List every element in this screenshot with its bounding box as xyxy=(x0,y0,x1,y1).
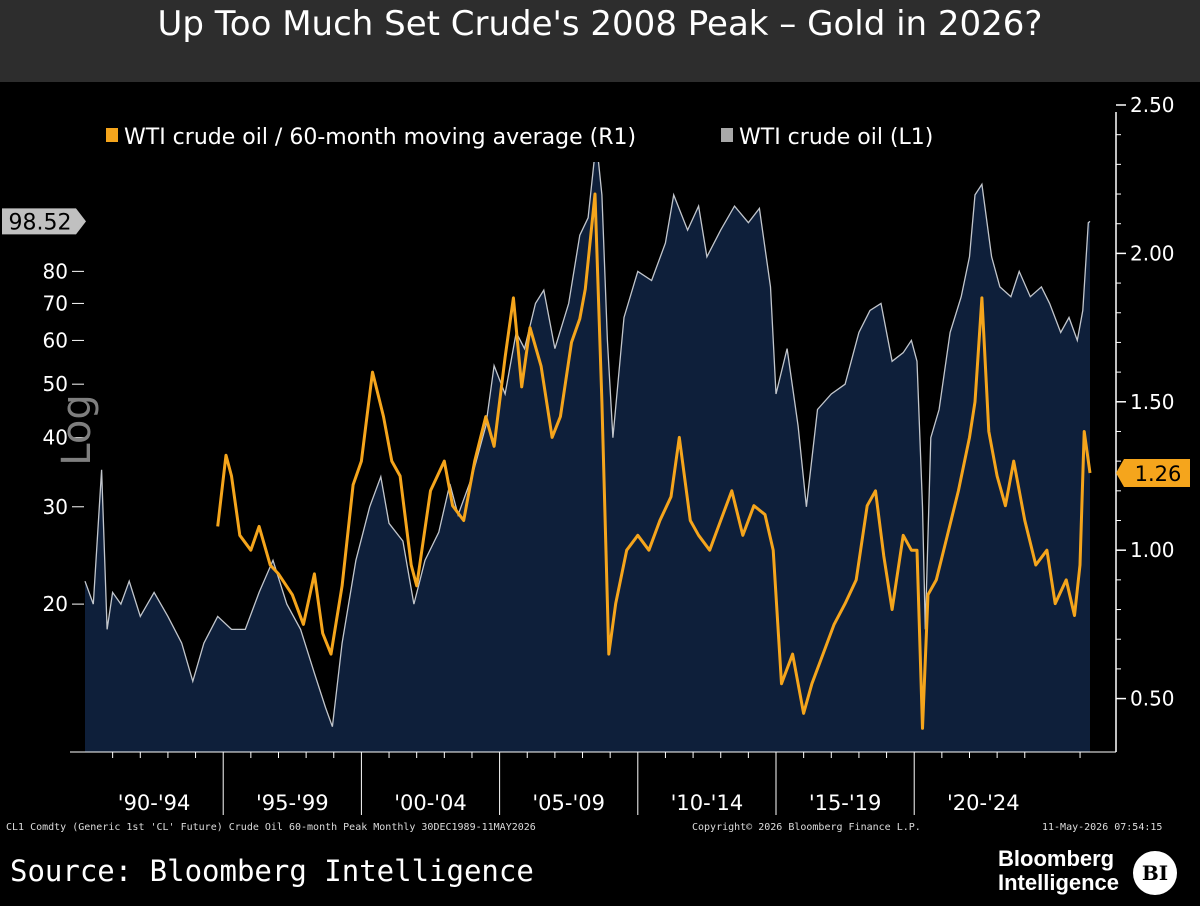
x-axis-tick-label: '05-'09 xyxy=(532,791,605,815)
timestamp: 11-May-2026 07:54:15 xyxy=(1042,822,1163,833)
last-ratio-value: 1.26 xyxy=(1135,462,1182,486)
left-axis-tick-label: 60 xyxy=(43,328,68,352)
legend-swatch-price xyxy=(721,128,733,142)
left-axis-tick-label: 70 xyxy=(43,291,68,315)
left-axis-tick-label: 50 xyxy=(43,372,68,396)
right-axis-tick-label: 1.50 xyxy=(1130,390,1175,414)
copyright-notice: Copyright© 2026 Bloomberg Finance L.P. xyxy=(692,822,921,833)
brand-line-2: Intelligence xyxy=(998,870,1120,895)
right-axis-tick-label: 1.00 xyxy=(1130,538,1175,562)
left-axis-tick-label: 20 xyxy=(43,592,68,616)
legend-background xyxy=(88,112,978,162)
legend-label-ratio: WTI crude oil / 60-month moving average … xyxy=(124,125,636,150)
x-axis-tick-label: '95-'99 xyxy=(256,791,329,815)
left-axis-tick-label: 80 xyxy=(43,259,68,283)
last-price-value: 98.52 xyxy=(9,210,72,235)
brand-line-1: Bloomberg xyxy=(998,846,1115,871)
title-bar: Up Too Much Set Crude's 2008 Peak – Gold… xyxy=(0,0,1200,82)
price-area xyxy=(85,140,1090,752)
right-axis-tick-label: 2.50 xyxy=(1130,93,1175,117)
x-axis-tick-label: '00-'04 xyxy=(394,791,467,815)
x-axis-tick-label: '10-'14 xyxy=(671,791,744,815)
last-ratio-tag xyxy=(1116,459,1190,488)
x-axis-tick-label: '15-'19 xyxy=(809,791,882,815)
brand-wordmark: Bloomberg Intelligence xyxy=(998,847,1119,895)
last-price-tag xyxy=(2,208,86,235)
x-axis-tick-label: '90-'94 xyxy=(118,791,191,815)
left-axis-scale-label: Log xyxy=(54,394,100,465)
left-axis-tick-label: 30 xyxy=(43,495,68,519)
page-title: Up Too Much Set Crude's 2008 Peak – Gold… xyxy=(157,4,1043,44)
right-axis-tick-label: 0.50 xyxy=(1130,687,1175,711)
bi-logo-icon: BI xyxy=(1133,851,1177,895)
legend: WTI crude oil / 60-month moving average … xyxy=(88,112,978,162)
ratio-line xyxy=(216,192,1092,730)
legend-label-price: WTI crude oil (L1) xyxy=(739,125,933,150)
legend-swatch-ratio xyxy=(106,128,118,142)
left-axis-tick-label: 40 xyxy=(43,426,68,450)
chart-metadata-bar: CL1 Comdty (Generic 1st 'CL' Future) Cru… xyxy=(0,820,1200,838)
price-line xyxy=(84,140,1091,727)
x-axis-tick-label: '20-'24 xyxy=(947,791,1020,815)
ticker-description: CL1 Comdty (Generic 1st 'CL' Future) Cru… xyxy=(6,822,536,833)
source-note: Source: Bloomberg Intelligence xyxy=(10,854,534,888)
right-axis-tick-label: 2.00 xyxy=(1130,241,1175,265)
